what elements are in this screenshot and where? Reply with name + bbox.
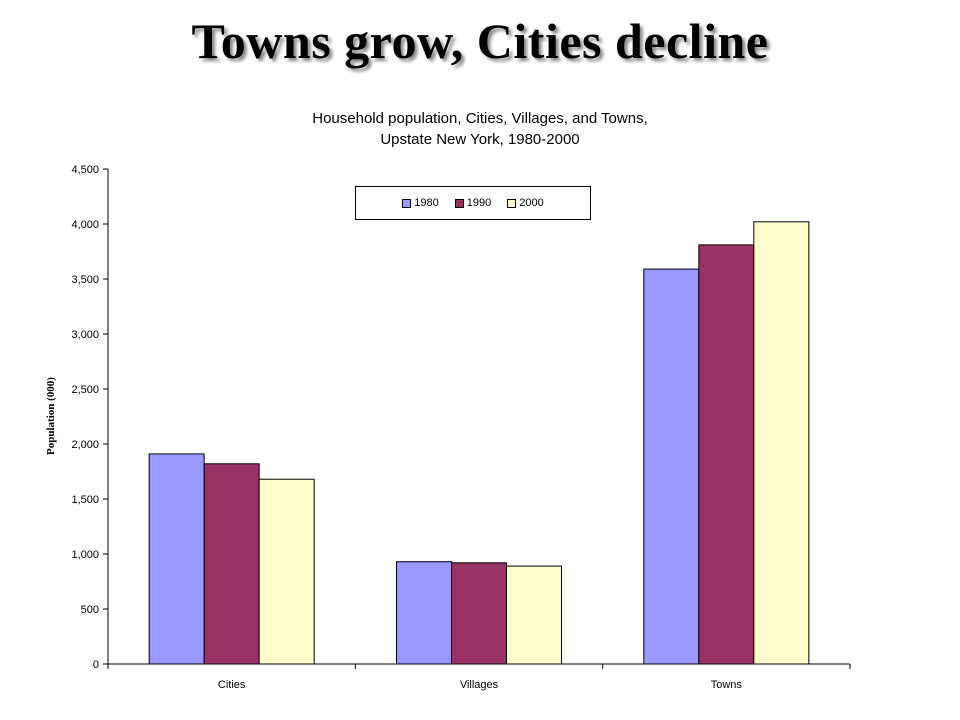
y-axis-label: Population (000) [45,377,57,455]
x-tick-label: Cities [218,679,246,691]
legend-item-2000: 2000 [507,197,544,209]
x-tick-label: Towns [711,679,743,691]
y-tick-label: 500 [81,604,99,616]
chart-title-line-2: Upstate New York, 1980-2000 [380,131,580,148]
legend-label-1990: 1990 [466,197,492,209]
legend-item-1990: 1990 [454,197,492,209]
y-tick-label: 0 [93,659,99,671]
y-tick-label: 4,000 [71,219,99,231]
bar-1990-cities [203,463,260,665]
legend-swatch-1990 [454,198,464,208]
bar-1980-cities [148,453,205,665]
bar-1980-villages [396,561,452,665]
y-tick-label: 2,000 [71,439,99,451]
chart-title: Household population, Cities, Villages, … [180,108,780,150]
bar-1980-towns [643,268,700,665]
y-tick-label: 3,000 [71,329,99,341]
bar-2000-cities [258,478,315,665]
bar-2000-towns [753,221,810,665]
y-tick-label: 1,500 [71,494,99,506]
bar-1990-towns [698,244,755,665]
chart-legend: 1980 1990 2000 [355,186,591,220]
slide-title: Towns grow, Cities decline [191,13,769,69]
legend-label-2000: 2000 [519,197,544,209]
chart-title-line-1: Household population, Cities, Villages, … [312,110,648,127]
bar-1990-villages [451,562,507,665]
y-tick-label: 2,500 [71,384,99,396]
y-tick-label: 4,500 [71,164,99,176]
x-tick-label: Villages [460,679,499,691]
legend-item-1980: 1980 [402,197,439,209]
legend-label-1980: 1980 [414,197,439,209]
legend-swatch-1980 [402,198,412,208]
legend-swatch-2000 [507,198,517,208]
y-tick-label: 3,500 [71,274,99,286]
y-tick-label: 1,000 [71,549,99,561]
bar-2000-villages [506,565,562,665]
